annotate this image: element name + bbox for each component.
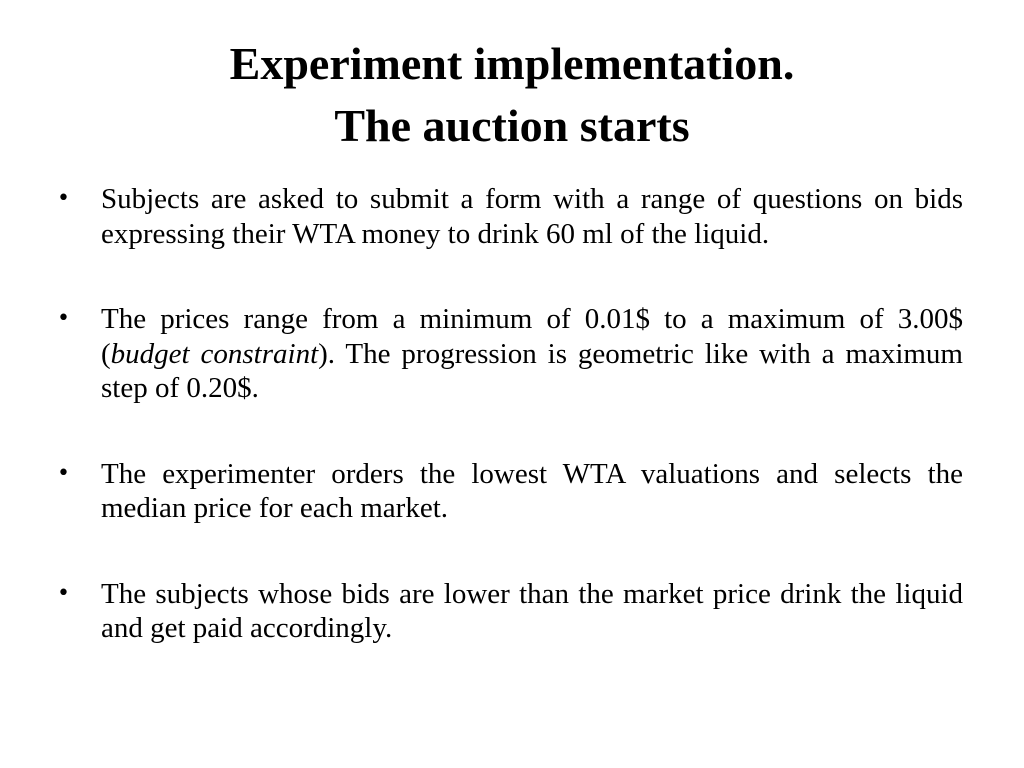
bullet-item-form-submission: • Subjects are asked to submit a form wi… bbox=[57, 182, 963, 251]
bullet-text: The subjects whose bids are lower than t… bbox=[101, 577, 963, 645]
bullet-text-part: ). The progression is geometric like wit… bbox=[101, 337, 963, 405]
bullet-text: The experimenter orders the lowest WTA v… bbox=[101, 457, 963, 525]
bullet-text-part: The prices range from a minimum of 0.01$… bbox=[101, 303, 963, 370]
bullet-icon: • bbox=[57, 186, 70, 211]
bullet-icon: • bbox=[57, 306, 70, 331]
bullet-item-price-range: • The prices range from a minimum of 0.0… bbox=[57, 302, 963, 406]
bullet-text: Subjects are asked to submit a form with… bbox=[101, 183, 963, 250]
bullet-item-payment: • The subjects whose bids are lower than… bbox=[57, 577, 963, 646]
bullet-list: • Subjects are asked to submit a form wi… bbox=[57, 182, 963, 646]
bullet-item-median-price: • The experimenter orders the lowest WTA… bbox=[57, 457, 963, 526]
bullet-text-italic: budget constraint bbox=[110, 337, 319, 370]
slide-title-line-2: The auction starts bbox=[334, 100, 690, 151]
slide-title-line-1: Experiment implementation. bbox=[229, 38, 795, 89]
bullet-text: The prices range from a minimum of 0.01$… bbox=[101, 303, 963, 404]
bullet-icon: • bbox=[57, 580, 70, 606]
bullet-icon: • bbox=[57, 460, 70, 486]
slide-title: Experiment implementation. The auction s… bbox=[0, 33, 1024, 157]
